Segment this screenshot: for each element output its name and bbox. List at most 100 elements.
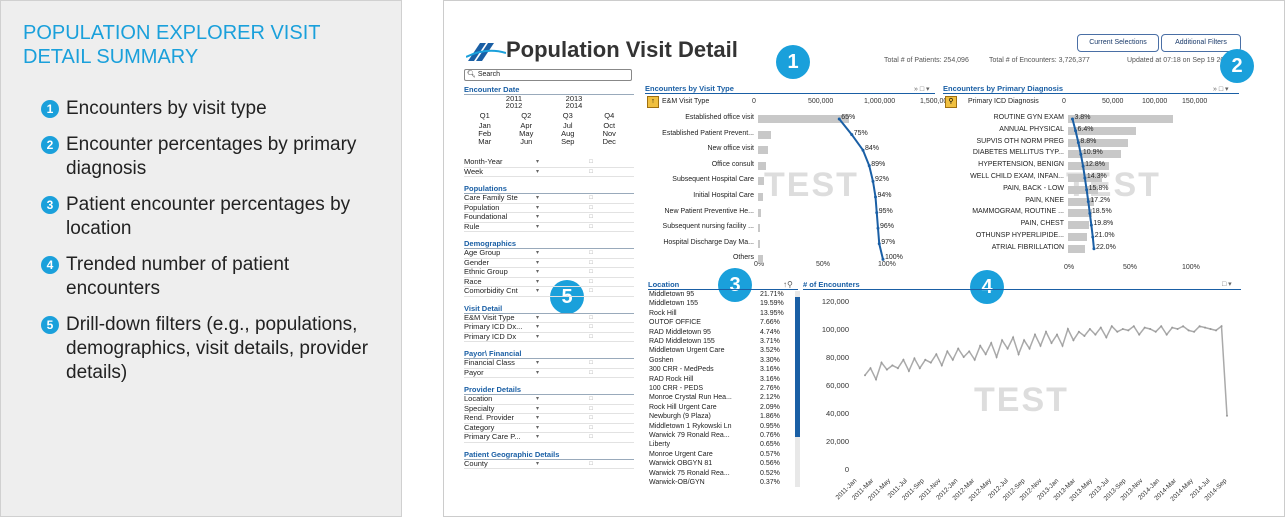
bar-label[interactable]: OTHUNSP HYPERLIPIDE... bbox=[975, 232, 1064, 239]
checkbox-icon[interactable]: □ bbox=[589, 415, 593, 421]
bar-label[interactable]: PAIN, KNEE bbox=[1025, 196, 1064, 204]
dropdown-arrow-icon[interactable]: ▾ bbox=[536, 288, 540, 294]
dropdown-arrow-icon[interactable]: ▾ bbox=[536, 195, 540, 201]
checkbox-icon[interactable]: □ bbox=[589, 214, 593, 220]
quarter-item[interactable]: Q3 bbox=[562, 111, 573, 120]
location-name[interactable]: Warwick 75 Ronald Rea... bbox=[649, 469, 730, 477]
bar[interactable] bbox=[758, 130, 772, 139]
panel-controls-icon[interactable]: » □ ▾ bbox=[914, 86, 930, 93]
filter-row[interactable]: E&M Visit Type ▾ □ bbox=[464, 314, 634, 323]
year-item[interactable]: 2013 bbox=[565, 94, 583, 103]
checkbox-icon[interactable]: □ bbox=[589, 434, 593, 440]
bar-label[interactable]: PAIN, BACK - LOW bbox=[1003, 184, 1064, 192]
sort-icon[interactable]: ↑⚲ bbox=[783, 280, 793, 289]
bar-label[interactable]: MAMMOGRAM, ROUTINE ... bbox=[972, 208, 1064, 216]
bar[interactable] bbox=[758, 161, 766, 170]
bar[interactable] bbox=[758, 146, 768, 155]
month-item[interactable]: Jun bbox=[520, 137, 533, 146]
month-item[interactable]: Mar bbox=[478, 137, 492, 146]
filter-row[interactable]: Care Family Ste ▾ □ bbox=[464, 194, 634, 204]
dropdown-arrow-icon[interactable]: ▾ bbox=[536, 324, 540, 330]
location-name[interactable]: Warwick 79 Ronald Rea... bbox=[649, 432, 730, 439]
month-item[interactable]: May bbox=[519, 129, 534, 138]
bar[interactable] bbox=[1068, 197, 1095, 206]
bar[interactable] bbox=[1068, 233, 1087, 241]
checkbox-icon[interactable]: □ bbox=[589, 250, 593, 256]
location-name[interactable]: 100 CRR - PEDS bbox=[649, 385, 704, 392]
bar-label[interactable]: Established Patient Prevent... bbox=[662, 129, 754, 137]
dropdown-arrow-icon[interactable]: ▾ bbox=[536, 214, 540, 220]
dropdown-arrow-icon[interactable]: ▾ bbox=[536, 360, 540, 366]
bar[interactable] bbox=[1068, 126, 1136, 135]
checkbox-icon[interactable]: □ bbox=[589, 259, 593, 266]
dropdown-arrow-icon[interactable]: ▾ bbox=[536, 415, 540, 421]
filter-row[interactable]: Primary ICD Dx... ▾ □ bbox=[464, 323, 634, 333]
location-name[interactable]: Middletown 95 bbox=[649, 291, 695, 298]
bar-label[interactable]: ANNUAL PHYSICAL bbox=[999, 125, 1064, 133]
bar[interactable] bbox=[1068, 221, 1089, 230]
dropdown-arrow-icon[interactable]: ▾ bbox=[536, 460, 540, 467]
filter-row[interactable]: Ethnic Group ▾ □ bbox=[464, 268, 634, 278]
bar-label[interactable]: WELL CHILD EXAM, INFAN... bbox=[970, 173, 1064, 180]
year-item[interactable]: 2014 bbox=[565, 101, 583, 110]
dropdown-arrow-icon[interactable]: ▾ bbox=[536, 396, 540, 402]
year-item[interactable]: 2012 bbox=[505, 101, 523, 110]
month-item[interactable]: Jan bbox=[478, 121, 491, 130]
dropdown-arrow-icon[interactable]: ▾ bbox=[536, 159, 540, 165]
filter-row[interactable]: Foundational ▾ □ bbox=[464, 213, 634, 223]
bar[interactable] bbox=[1068, 209, 1092, 218]
checkbox-icon[interactable]: □ bbox=[589, 369, 593, 376]
month-item[interactable]: Nov bbox=[602, 129, 616, 138]
checkbox-icon[interactable]: □ bbox=[589, 424, 593, 431]
bar[interactable] bbox=[758, 115, 849, 123]
quarter-item[interactable]: Q2 bbox=[521, 111, 532, 120]
bar[interactable] bbox=[758, 193, 763, 201]
dropdown-arrow-icon[interactable]: ▾ bbox=[536, 259, 540, 266]
panel-controls-icon[interactable]: □ ▾ bbox=[1222, 281, 1232, 288]
bar[interactable] bbox=[758, 208, 761, 217]
month-item[interactable]: Aug bbox=[561, 129, 575, 138]
filter-row[interactable]: Week ▾ □ bbox=[464, 168, 634, 177]
checkbox-icon[interactable]: □ bbox=[589, 396, 593, 402]
scrollbar-thumb[interactable] bbox=[795, 297, 800, 437]
location-name[interactable]: 300 CRR - MedPeds bbox=[649, 366, 714, 374]
location-name[interactable]: Rock Hill Urgent Care bbox=[649, 403, 717, 411]
bar[interactable] bbox=[1068, 115, 1173, 123]
checkbox-icon[interactable]: □ bbox=[589, 405, 593, 412]
bar-label[interactable]: HYPERTENSION, BENIGN bbox=[978, 161, 1064, 169]
month-item[interactable]: Apr bbox=[520, 121, 533, 130]
bar-label[interactable]: New office visit bbox=[707, 145, 754, 153]
bar-label[interactable]: New Patient Preventive He... bbox=[664, 207, 755, 215]
location-name[interactable]: Rock Hill bbox=[649, 309, 677, 317]
search-input[interactable]: 🔍︎ Search bbox=[464, 69, 632, 81]
filter-row[interactable]: Specialty ▾ □ bbox=[464, 405, 634, 414]
dropdown-arrow-icon[interactable]: ▾ bbox=[536, 269, 540, 275]
filter-row[interactable]: Financial Class ▾ □ bbox=[464, 359, 634, 369]
bar[interactable] bbox=[1068, 138, 1128, 147]
checkbox-icon[interactable]: □ bbox=[589, 204, 593, 211]
dropdown-arrow-icon[interactable]: ▾ bbox=[536, 278, 540, 285]
dropdown-arrow-icon[interactable]: ▾ bbox=[536, 333, 540, 340]
checkbox-icon[interactable]: □ bbox=[589, 195, 593, 201]
checkbox-icon[interactable]: □ bbox=[589, 278, 593, 285]
bar[interactable] bbox=[758, 239, 760, 248]
location-name[interactable]: RAD Middletown 95 bbox=[649, 328, 711, 336]
filter-row[interactable]: Rend. Provider ▾ □ bbox=[464, 414, 634, 424]
bar[interactable] bbox=[758, 177, 765, 186]
bar-label[interactable]: DIABETES MELLITUS TYP... bbox=[972, 149, 1064, 157]
dropdown-arrow-icon[interactable]: ▾ bbox=[536, 223, 540, 230]
dropdown-arrow-icon[interactable]: ▾ bbox=[536, 314, 540, 321]
bar-label[interactable]: Others bbox=[732, 254, 754, 262]
location-name[interactable]: Warwick OBGYN 81 bbox=[649, 460, 713, 468]
filter-row[interactable]: Category ▾ □ bbox=[464, 424, 634, 433]
year-item[interactable]: 2011 bbox=[505, 94, 523, 103]
dropdown-arrow-icon[interactable]: ▾ bbox=[536, 250, 540, 256]
location-scrollbar[interactable] bbox=[795, 291, 800, 487]
location-name[interactable]: RAD Rock Hill bbox=[649, 375, 694, 383]
bar[interactable] bbox=[1068, 150, 1121, 159]
month-item[interactable]: Dec bbox=[602, 137, 616, 146]
month-item[interactable]: Sep bbox=[561, 137, 575, 146]
location-name[interactable]: OUTOF OFFICE bbox=[649, 319, 701, 327]
bar-label[interactable]: Subsequent Hospital Care bbox=[672, 176, 754, 184]
location-name[interactable]: RAD Middletown 155 bbox=[649, 338, 715, 345]
